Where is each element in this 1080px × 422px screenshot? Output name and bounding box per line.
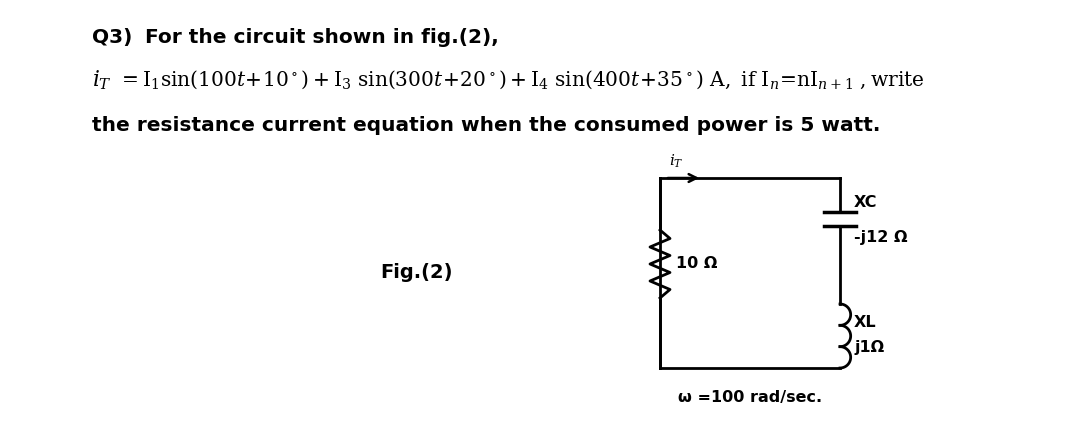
Text: $i_T$: $i_T$: [92, 68, 112, 92]
Text: ω =100 rad/sec.: ω =100 rad/sec.: [678, 390, 822, 405]
Text: -j12 Ω: -j12 Ω: [854, 230, 907, 245]
Text: Q3): Q3): [92, 28, 133, 47]
Text: $= \mathrm{I}_1\mathrm{sin}(100t\!+\!10^\circ) + \mathrm{I}_3\ \mathrm{sin}(300t: $= \mathrm{I}_1\mathrm{sin}(100t\!+\!10^…: [118, 68, 924, 91]
Text: the resistance current equation when the consumed power is 5 watt.: the resistance current equation when the…: [92, 116, 880, 135]
Text: For the circuit shown in fig.(2),: For the circuit shown in fig.(2),: [138, 28, 499, 47]
Text: Fig.(2): Fig.(2): [380, 263, 453, 282]
Text: 10 Ω: 10 Ω: [676, 257, 717, 271]
Text: $i_T$: $i_T$: [669, 153, 684, 170]
Text: XL: XL: [854, 315, 877, 330]
Text: j1Ω: j1Ω: [854, 340, 885, 355]
Text: XC: XC: [854, 195, 877, 210]
